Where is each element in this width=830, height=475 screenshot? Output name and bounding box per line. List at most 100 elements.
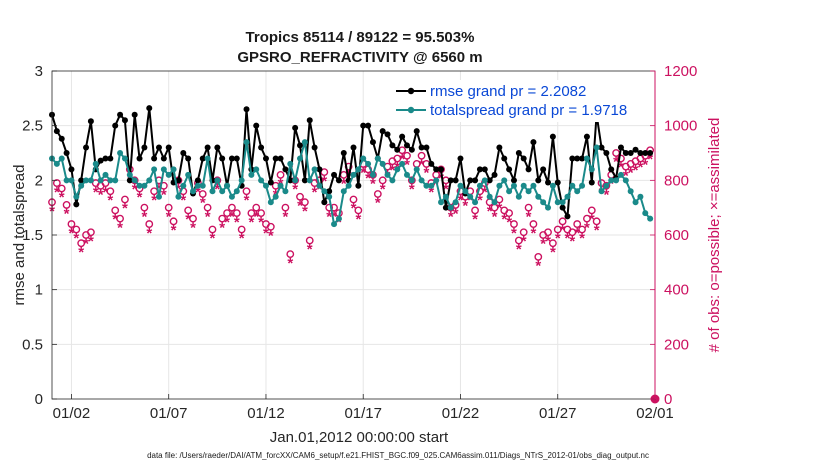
assimilated-point-116: * <box>613 154 619 171</box>
assimilated-point-65: * <box>365 170 371 187</box>
possible-point-37 <box>228 203 236 212</box>
possible-point-57 <box>325 203 334 212</box>
series-0-point-79 <box>433 166 440 173</box>
assimilated-point-58: * <box>331 208 337 225</box>
series-line-group-1 <box>49 139 654 228</box>
assimilated-point-51: * <box>297 197 303 214</box>
possible-point-114 <box>602 181 611 190</box>
series-1-point-106 <box>564 193 571 200</box>
series-0-point-107 <box>569 155 576 162</box>
assimilated-point-81: * <box>443 181 449 198</box>
possible-point-24 <box>164 203 173 212</box>
assimilated-point-56: * <box>321 173 327 190</box>
possible-point-98 <box>524 203 533 212</box>
series-0-point-2 <box>58 135 65 142</box>
series-0-point-65 <box>365 122 372 129</box>
assimilated-point-42: * <box>253 208 259 225</box>
assimilated-point-102: * <box>545 233 551 250</box>
x-tick-label-6: 02/01 <box>636 405 674 422</box>
series-0-point-119 <box>627 150 634 156</box>
series-0-point-95 <box>510 177 517 184</box>
series-1-point-66 <box>369 171 376 178</box>
series-1-point-102 <box>545 204 552 211</box>
possible-point-1 <box>52 179 61 187</box>
series-1-point-90 <box>486 193 493 200</box>
series-0-point-31 <box>199 155 206 162</box>
series-0-point-86 <box>467 177 474 184</box>
series-1-point-83 <box>452 199 459 206</box>
series-1-point-73 <box>403 171 410 178</box>
y-left-tick-label-5: 2.5 <box>22 118 43 135</box>
assimilated-point-38: * <box>234 214 240 231</box>
series-1-point-121 <box>637 193 644 200</box>
assimilated-point-74: * <box>409 181 415 198</box>
series-0-point-15 <box>121 117 128 124</box>
assimilated-point-55: * <box>317 181 323 198</box>
series-0-point-74 <box>408 146 415 153</box>
series-0-point-110 <box>583 133 590 140</box>
series-0-point-53 <box>306 117 313 124</box>
series-0-point-88 <box>476 166 483 173</box>
axes: 01/02 01/07 01/12 01/17 01/22 01/27 02/0100.51… <box>22 63 697 422</box>
assimilated-point-114: * <box>603 187 609 204</box>
possible-point-35 <box>218 214 227 223</box>
assimilated-point-109: * <box>579 230 585 247</box>
possible-point-49 <box>286 250 295 259</box>
series-0-point-72 <box>399 133 406 140</box>
series-1-point-98 <box>525 188 532 195</box>
series-1-point-88 <box>476 182 483 189</box>
assimilated-point-62: * <box>351 200 357 217</box>
series-0-point-93 <box>501 155 508 162</box>
series-1-point-101 <box>540 199 547 206</box>
x-tick-label-1: 01/07 <box>150 405 188 422</box>
possible-point-47 <box>276 170 285 179</box>
series-1-point-18 <box>136 182 143 189</box>
series-0-point-92 <box>496 144 503 151</box>
possible-point-109 <box>578 225 586 234</box>
series-1-point-23 <box>160 166 167 173</box>
series-1-point-2 <box>58 155 65 162</box>
assimilated-point-98: * <box>526 208 532 225</box>
series-0-point-73 <box>403 142 410 149</box>
series-assimilated: ** *** ** * ** * * ** *** ***** ****** ******* * * ***… <box>49 151 653 275</box>
possible-point-43 <box>257 209 266 218</box>
series-0-point-105 <box>559 204 566 211</box>
assimilated-point-40: * <box>244 192 250 209</box>
series-0-point-17 <box>131 111 138 118</box>
possible-point-36 <box>223 209 231 218</box>
y-left-tick-label-3: 1.5 <box>22 227 43 244</box>
series-1-point-20 <box>146 177 153 184</box>
assimilated-point-14: * <box>117 219 123 236</box>
series-1-point-62 <box>350 171 357 178</box>
assimilated-point-90: * <box>487 203 493 220</box>
possible-point-33 <box>208 225 217 234</box>
assimilated-point-63: * <box>355 211 361 228</box>
assimilated-point-70: * <box>389 162 395 179</box>
series-1-point-65 <box>365 160 372 167</box>
assimilated-point-86: * <box>467 192 473 209</box>
series-0-point-44 <box>262 155 269 162</box>
assimilated-point-82: * <box>448 208 454 225</box>
possible-point-53 <box>305 236 314 245</box>
series-0-point-122 <box>642 150 649 156</box>
assimilated-point-110: * <box>584 219 590 236</box>
series-0-point-80 <box>438 166 445 173</box>
possible-point-87 <box>471 206 479 215</box>
series-1-point-31 <box>199 182 206 189</box>
series-1-point-123 <box>647 215 654 222</box>
series-1-point-110 <box>583 155 590 162</box>
possible-point-63 <box>354 206 363 215</box>
series-0-point-123 <box>647 150 654 156</box>
assimilated-point-17: * <box>132 181 138 198</box>
assimilated-point-120: * <box>633 162 639 179</box>
series-1-point-111 <box>588 166 595 173</box>
data-file-note: data file: /Users/raeder/DAI/ATM_forcXX/… <box>147 451 649 460</box>
series-0-point-46 <box>272 155 279 162</box>
series-1-point-34 <box>214 177 221 184</box>
possible-point-52 <box>300 198 309 207</box>
series-0-point-62 <box>350 144 357 151</box>
series-1-point-30 <box>194 182 201 189</box>
series-1-point-60 <box>340 188 347 195</box>
series-1-point-119 <box>627 188 634 195</box>
series-1-point-72 <box>399 160 406 167</box>
